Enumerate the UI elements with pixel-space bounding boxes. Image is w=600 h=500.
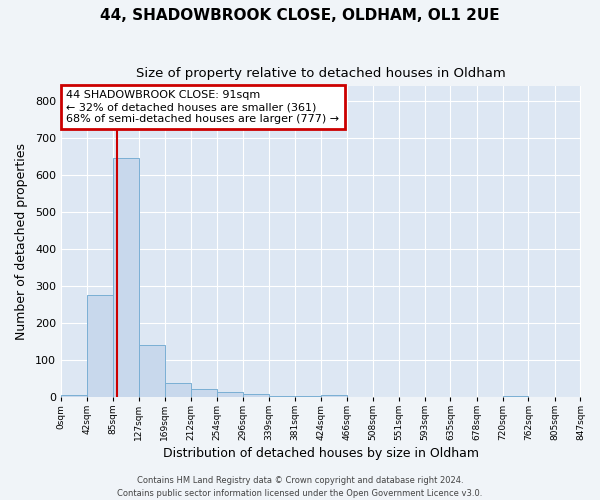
Bar (191, 390, 217, 396)
Text: Contains HM Land Registry data © Crown copyright and database right 2024.
Contai: Contains HM Land Registry data © Crown c… (118, 476, 482, 498)
Bar (113, 158, 139, 396)
Text: 44, SHADOWBROOK CLOSE, OLDHAM, OL1 2UE: 44, SHADOWBROOK CLOSE, OLDHAM, OL1 2UE (100, 8, 500, 22)
Y-axis label: Number of detached properties: Number of detached properties (15, 143, 28, 340)
Text: 44 SHADOWBROOK CLOSE: 91sqm
← 32% of detached houses are smaller (361)
68% of se: 44 SHADOWBROOK CLOSE: 91sqm ← 32% of det… (66, 90, 339, 124)
Bar (242, 394, 269, 396)
Title: Size of property relative to detached houses in Oldham: Size of property relative to detached ho… (136, 68, 506, 80)
Bar (321, 395, 347, 396)
Bar (86, 295, 113, 396)
Bar (61, 395, 86, 396)
Bar (164, 382, 191, 396)
Bar (139, 345, 164, 397)
Bar (217, 392, 242, 396)
X-axis label: Distribution of detached houses by size in Oldham: Distribution of detached houses by size … (163, 447, 479, 460)
